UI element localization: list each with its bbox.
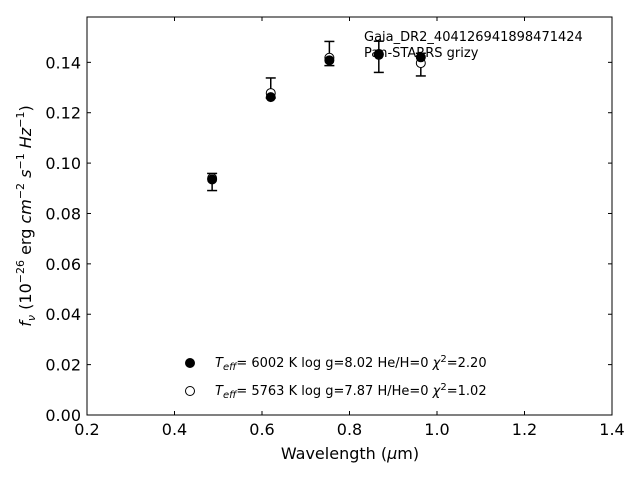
model-point-filled	[415, 52, 426, 63]
y-tick-label: 0.10	[45, 154, 81, 173]
y-tick-label: 0.06	[45, 255, 81, 274]
annotation-survey: Pan-STARRS grizy	[364, 46, 479, 61]
x-tick-label: 0.4	[162, 420, 187, 439]
x-axis-label: Wavelength (μm)	[281, 444, 419, 463]
legend-entry-2: Teff= 5763 K log g=7.87 H/He=0 χ2=1.02	[215, 382, 487, 401]
model-point-filled	[324, 55, 335, 66]
model-point-filled	[265, 92, 276, 103]
y-tick-label: 0.14	[45, 53, 81, 72]
y-tick-label: 0.12	[45, 104, 81, 123]
axis-ticks: 0.2 0.4 0.6 0.8 1.0 1.2 1.4 0.00 0.02 0.04 0.06 0.0…	[45, 17, 625, 439]
model-point-filled	[207, 174, 218, 185]
y-tick-label: 0.08	[45, 204, 81, 223]
legend-marker-open	[185, 386, 195, 396]
data-points	[207, 40, 426, 192]
x-tick-label: 0.2	[74, 420, 99, 439]
legend-entry-1: Teff= 6002 K log g=8.02 He/H=0 χ2=2.20	[215, 354, 487, 373]
x-tick-label: 0.6	[249, 420, 274, 439]
x-tick-label: 0.8	[337, 420, 362, 439]
y-tick-label: 0.00	[45, 406, 81, 425]
x-tick-label: 1.2	[512, 420, 537, 439]
y-axis-label: fν (10−26 erg cm−2 s−1 Hz−1)	[14, 105, 38, 326]
x-tick-label: 1.4	[599, 420, 624, 439]
legend: Teff= 6002 K log g=8.02 He/H=0 χ2=2.20 T…	[185, 354, 487, 401]
model-point-filled	[373, 49, 384, 60]
legend-marker-filled	[185, 358, 195, 368]
svg-text:fν (10−26 erg cm−2 s−1 Hz−1): fν (10−26 erg cm−2 s−1 Hz−1)	[14, 105, 38, 326]
annotation-object-id: Gaia_DR2_404126941898471424	[364, 30, 583, 45]
x-tick-label: 1.0	[424, 420, 449, 439]
y-tick-label: 0.04	[45, 305, 81, 324]
y-tick-label: 0.02	[45, 356, 81, 375]
